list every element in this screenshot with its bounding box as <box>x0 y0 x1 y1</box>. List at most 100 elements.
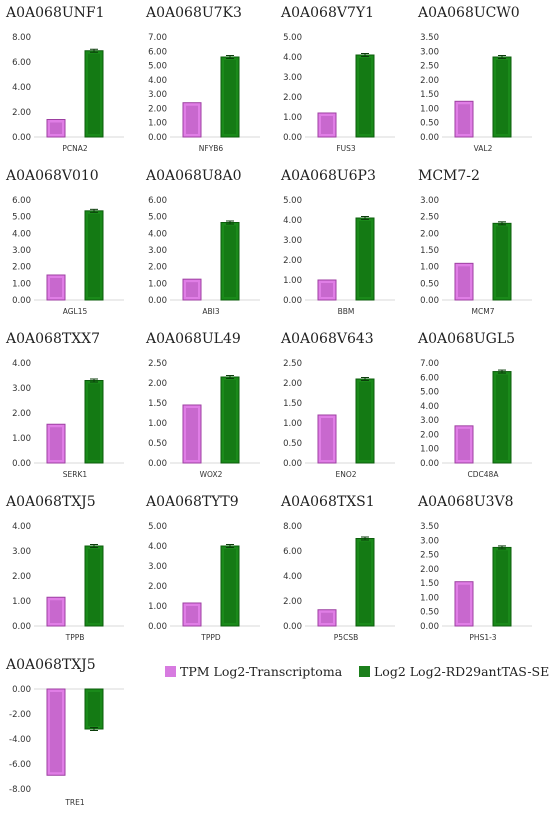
bar-log2 <box>220 222 240 301</box>
x-category-label: P5CSB <box>334 633 358 642</box>
chart-panel: A0A068V010 0.00 1.00 2.00 3.00 4.00 5.00 6.00 AG… <box>2 168 137 328</box>
y-tick-label: 0.50 <box>420 608 439 618</box>
x-category-label: PHS1-3 <box>469 633 496 642</box>
chart-svg: 0.00 -2.00 -4.00 -6.00 -8.00 TRE1 <box>9 685 124 807</box>
x-category-label: ENO2 <box>335 470 356 479</box>
bar-log2 <box>492 56 512 138</box>
x-category-label: ABI3 <box>202 307 219 316</box>
y-tick-label: 7.00 <box>148 33 167 43</box>
chart-panel: A0A068V7Y1 0.00 1.00 2.00 3.00 4.00 5.00 FUS3 <box>273 5 408 165</box>
error-bar <box>498 369 506 374</box>
bar-tpm <box>317 414 337 464</box>
y-tick-label: 6.00 <box>420 373 439 383</box>
bar-tpm <box>454 262 474 301</box>
y-tick-label: 1.00 <box>420 263 439 273</box>
y-tick-label: 2.00 <box>420 430 439 440</box>
y-tick-label: 8.00 <box>283 522 302 532</box>
chart-title: A0A068V643 <box>281 331 374 347</box>
y-tick-label: 0.00 <box>12 622 31 632</box>
chart-svg: 0.00 2.00 4.00 6.00 8.00 PCNA2 <box>12 33 124 153</box>
y-tick-label: 4.00 <box>148 76 167 86</box>
y-tick-label: 0.00 <box>12 459 31 469</box>
y-tick-label: 0.50 <box>420 279 439 289</box>
chart-title: A0A068UL49 <box>146 331 241 347</box>
y-tick-label: 4.00 <box>283 572 302 582</box>
chart-svg: 0.00 1.00 2.00 3.00 4.00 5.00 6.00 ABI3 <box>148 196 260 316</box>
y-tick-label: 1.00 <box>420 593 439 603</box>
bar-tpm <box>46 596 66 627</box>
error-bar <box>498 221 506 226</box>
y-tick-label: 3.00 <box>148 246 167 256</box>
y-tick-label: 3.00 <box>420 416 439 426</box>
y-tick-label: 0.00 <box>420 622 439 632</box>
error-bar <box>226 544 234 548</box>
legend-label-log2: Log2 Log2-RD29antTAS-SE <box>374 664 550 679</box>
y-tick-label: 2.00 <box>283 597 302 607</box>
chart-svg: 0.00 1.00 2.00 3.00 4.00 5.00 6.00 AGL15 <box>12 196 124 316</box>
chart-title: A0A068UGL5 <box>418 331 516 347</box>
error-bar <box>361 216 369 220</box>
bar-log2 <box>84 688 104 730</box>
y-tick-label: 0.00 <box>420 296 439 306</box>
y-tick-label: 3.00 <box>12 246 31 256</box>
error-bar <box>226 220 234 225</box>
y-tick-label: 8.00 <box>12 33 31 43</box>
y-tick-label: 4.00 <box>12 229 31 239</box>
chart-svg: 0.00 1.00 2.00 3.00 4.00 5.00 FUS3 <box>283 33 395 153</box>
chart-title: A0A068TXX7 <box>6 331 101 347</box>
chart-title: A0A068U3V8 <box>418 494 514 510</box>
chart-svg: 0.00 0.50 1.00 1.50 2.00 2.50 3.00 MCM7 <box>420 196 532 316</box>
chart-title: A0A068TXJ5 <box>6 494 96 510</box>
y-tick-label: 2.00 <box>148 582 167 592</box>
y-tick-label: 5.00 <box>148 522 167 532</box>
x-category-label: TPPB <box>65 633 85 642</box>
error-bar <box>90 727 98 731</box>
y-tick-label: 3.00 <box>420 536 439 546</box>
y-tick-label: 1.00 <box>148 279 167 289</box>
y-tick-label: 0.00 <box>12 133 31 143</box>
x-category-label: VAL2 <box>474 144 493 153</box>
y-tick-label: 6.00 <box>148 47 167 57</box>
error-bar <box>90 544 98 548</box>
y-tick-label: 2.00 <box>148 104 167 114</box>
bar-tpm <box>46 119 66 138</box>
y-tick-label: 3.00 <box>148 90 167 100</box>
y-tick-label: 4.00 <box>148 542 167 552</box>
bar-log2 <box>220 545 240 627</box>
y-tick-label: 0.00 <box>148 459 167 469</box>
y-tick-label: 3.00 <box>283 73 302 83</box>
y-tick-label: 3.50 <box>420 522 439 532</box>
y-tick-label: 7.00 <box>420 359 439 369</box>
bar-tpm <box>317 112 337 138</box>
y-tick-label: 1.50 <box>148 399 167 409</box>
y-tick-label: 3.00 <box>283 236 302 246</box>
chart-panel: MCM7-2 0.00 0.50 1.00 1.50 2.00 2.50 3.00 MCM7 <box>410 168 545 328</box>
bar-log2 <box>492 546 512 627</box>
legend-item-tpm: TPM Log2-Transcriptoma <box>165 664 342 679</box>
error-bar <box>226 375 234 379</box>
y-tick-label: 0.00 <box>283 459 302 469</box>
y-tick-label: 1.00 <box>283 276 302 286</box>
chart-panel: A0A068U6P3 0.00 1.00 2.00 3.00 4.00 5.00 BBM <box>273 168 408 328</box>
chart-title: A0A068TXJ5 <box>6 657 96 673</box>
x-category-label: AGL15 <box>63 307 88 316</box>
legend-item-log2: Log2 Log2-RD29antTAS-SE <box>359 664 549 679</box>
y-tick-label: 1.00 <box>12 597 31 607</box>
y-tick-label: 5.00 <box>148 62 167 72</box>
error-bar <box>226 55 234 59</box>
error-bar <box>90 378 98 383</box>
y-tick-label: 1.00 <box>283 419 302 429</box>
y-tick-label: 3.00 <box>148 562 167 572</box>
chart-panel: A0A068U3V8 0.00 0.50 1.00 1.50 2.00 2.50 3.00 3.… <box>410 494 545 654</box>
y-tick-label: 0.50 <box>148 439 167 449</box>
chart-svg: 0.00 1.00 2.00 3.00 4.00 SERK1 <box>12 359 124 479</box>
legend-swatch-log2 <box>359 666 370 677</box>
y-tick-label: 1.00 <box>283 113 302 123</box>
y-tick-label: 1.00 <box>420 445 439 455</box>
y-tick-label: 2.00 <box>420 76 439 86</box>
y-tick-label: 3.50 <box>420 33 439 43</box>
y-tick-label: 2.00 <box>283 93 302 103</box>
bar-log2 <box>355 217 375 301</box>
y-tick-label: 4.00 <box>420 402 439 412</box>
chart-svg: 0.00 0.50 1.00 1.50 2.00 2.50 3.00 3.50 PHS1-3 <box>420 522 532 642</box>
